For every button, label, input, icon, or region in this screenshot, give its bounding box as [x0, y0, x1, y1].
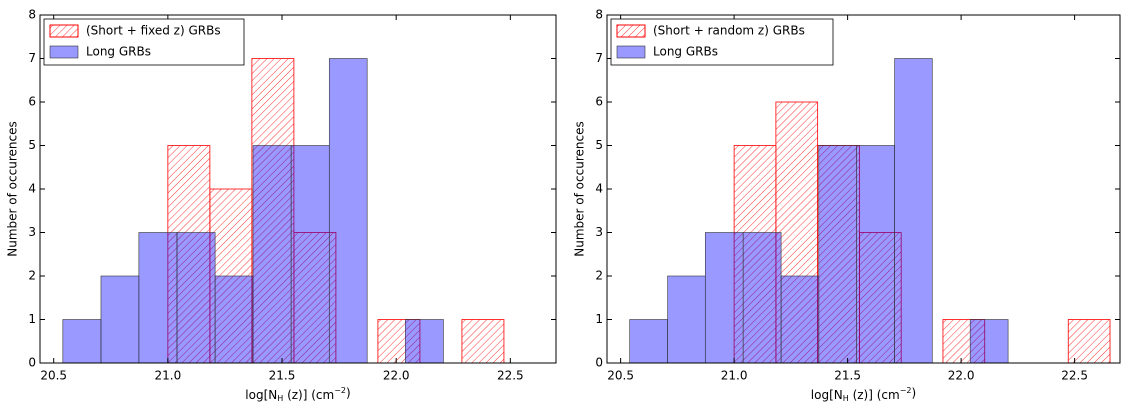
y-tick-label: 2: [28, 269, 36, 283]
x-axis-label-part: −2: [334, 386, 346, 395]
histogram-bar: [167, 145, 211, 364]
y-tick-label: 6: [595, 95, 603, 109]
legend-box: [610, 18, 834, 66]
x-tick-label: 22.5: [497, 369, 524, 383]
x-axis-label: log[NH (z)] (cm−2): [245, 386, 350, 403]
x-axis-label-part: −2: [900, 386, 912, 395]
histogram-bar: [405, 319, 444, 364]
histogram-bar: [461, 319, 505, 364]
x-tick-label: 22.5: [1061, 369, 1088, 383]
x-tick-label: 20.5: [40, 369, 67, 383]
legend-label: (Short + fixed z) GRBs: [86, 24, 221, 38]
y-tick-label: 4: [28, 182, 36, 196]
x-axis-label-part: log[N: [245, 388, 277, 402]
x-axis-label-part: log[N: [811, 388, 843, 402]
y-tick-label: 0: [595, 356, 603, 370]
panel: 0 1 2 3 4 5 6 7 8 20.5 21.0 21.5 22.0 22.5 Number of o…: [6, 8, 557, 403]
y-tick-label: 2: [595, 269, 603, 283]
legend-label: Long GRBs: [86, 45, 151, 59]
histogram-bar: [969, 319, 1009, 364]
x-tick-label: 21.5: [834, 369, 861, 383]
histogram-bar: [742, 232, 782, 364]
histogram-bar: [856, 145, 895, 364]
histogram-bar: [1067, 319, 1111, 364]
y-axis-label: Number of occurences: [573, 121, 587, 256]
legend-swatch: [616, 24, 646, 38]
histogram-bar: [733, 145, 777, 364]
histogram-bar: [704, 232, 744, 364]
y-tick-label: 8: [595, 8, 603, 22]
histogram-bar: [214, 275, 254, 364]
histogram-bar: [667, 275, 706, 364]
x-tick-label: 22.0: [383, 369, 410, 383]
legend-label: (Short + random z) GRBs: [653, 24, 805, 38]
y-tick-label: 3: [28, 225, 36, 239]
x-axis-label-part: ): [912, 386, 917, 400]
y-tick-label: 0: [28, 356, 36, 370]
y-axis-label: Number of occurences: [6, 121, 20, 256]
histogram-bar: [251, 58, 295, 364]
x-axis-label-part: (z)] (cm: [849, 388, 900, 402]
x-axis-label-part: (z)] (cm: [283, 388, 334, 402]
x-tick-label: 21.5: [269, 369, 296, 383]
histogram-bar: [894, 58, 933, 364]
histogram-bar: [100, 275, 140, 364]
histogram-bar: [252, 145, 292, 364]
histogram-bar: [62, 319, 102, 364]
x-tick-label: 20.5: [607, 369, 634, 383]
y-tick-label: 7: [595, 51, 603, 65]
legend-swatch: [49, 24, 79, 38]
y-tick-label: 1: [595, 312, 603, 326]
histogram-bar: [629, 319, 668, 364]
legend-swatch: [616, 45, 646, 59]
histogram-bar: [138, 232, 178, 364]
panel: 0 1 2 3 4 5 6 7 8 20.5 21.0 21.5 22.0 22.5 Number of o…: [573, 8, 1121, 403]
legend-swatch: [49, 45, 79, 59]
y-tick-label: 5: [28, 138, 36, 152]
y-tick-label: 4: [595, 182, 603, 196]
histogram-bar: [176, 232, 216, 364]
y-tick-label: 1: [28, 312, 36, 326]
histogram-bar: [780, 275, 820, 364]
x-axis-label-part: H: [843, 394, 849, 403]
y-tick-label: 5: [595, 138, 603, 152]
histogram-bar: [290, 145, 330, 364]
histogram-bar: [293, 232, 337, 364]
x-tick-label: 22.0: [948, 369, 975, 383]
histogram-bar: [942, 319, 986, 364]
histogram-bar: [818, 145, 857, 364]
legend-label: Long GRBs: [653, 45, 718, 59]
histogram-bar: [859, 232, 902, 364]
x-tick-label: 21.0: [721, 369, 748, 383]
y-tick-label: 6: [28, 95, 36, 109]
y-tick-label: 8: [28, 8, 36, 22]
x-tick-label: 21.0: [154, 369, 181, 383]
y-tick-label: 7: [28, 51, 36, 65]
x-axis-label-part: H: [277, 394, 283, 403]
histogram-bar: [328, 58, 368, 364]
x-axis-label-part: ): [346, 386, 351, 400]
histogram-bar: [775, 101, 819, 364]
y-tick-label: 3: [595, 225, 603, 239]
x-axis-label: log[NH (z)] (cm−2): [811, 386, 916, 403]
